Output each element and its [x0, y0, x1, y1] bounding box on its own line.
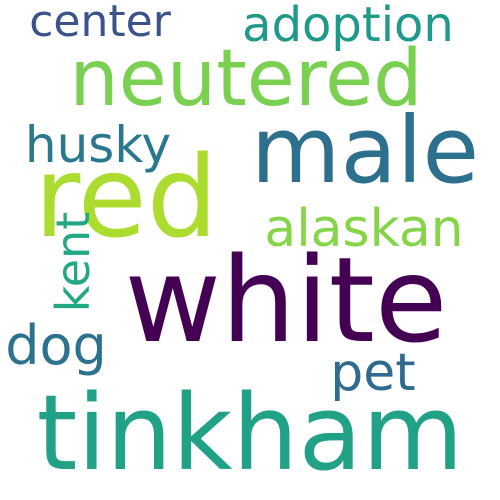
word-husky: husky	[25, 116, 171, 174]
word-male: male	[251, 97, 479, 204]
word-tinkham: tinkham	[37, 372, 464, 494]
word-center: center	[29, 0, 171, 47]
word-white: white	[125, 231, 448, 369]
word-kent: kent	[46, 212, 100, 313]
word-dog: dog	[5, 314, 107, 377]
word-pet: pet	[330, 343, 415, 403]
word-neutered: neutered	[69, 34, 422, 124]
word-adoption: adoption	[242, 0, 454, 53]
word-red: red	[34, 133, 218, 263]
word-alaskan: alaskan	[264, 199, 463, 259]
